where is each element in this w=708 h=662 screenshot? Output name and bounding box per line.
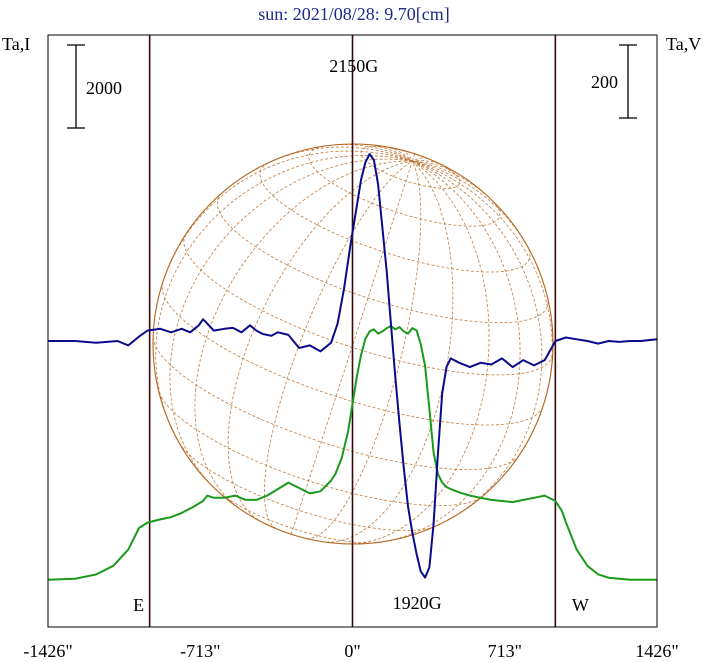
longitude-line — [412, 160, 444, 166]
longitude-line — [348, 160, 490, 545]
x-tick-labels: -1426" -713" 0" 713" 1426" — [23, 641, 678, 661]
longitude-line — [364, 144, 413, 162]
limb-label-east: E — [133, 595, 144, 615]
longitude-line — [412, 157, 428, 162]
latitude-line — [216, 192, 549, 324]
right-axis-label: Ta,V — [666, 34, 701, 54]
left-scale-value: 2000 — [86, 78, 122, 98]
longitude-line — [326, 160, 454, 543]
left-axis-label: Ta,I — [2, 34, 30, 54]
longitude-line — [162, 150, 413, 283]
latitude-line — [308, 145, 501, 227]
longitude-line — [401, 149, 413, 162]
annotation-peak-negative: 1920G — [393, 593, 442, 613]
x-tick-label: -1426" — [23, 641, 72, 661]
series-line-i — [47, 325, 657, 581]
plot-frame — [47, 34, 658, 628]
latitude-line — [183, 234, 554, 376]
longitude-line — [194, 160, 413, 509]
longitude-line — [384, 146, 413, 162]
vertical-markers — [148, 35, 557, 627]
latitude-line — [152, 337, 519, 470]
longitude-line — [155, 154, 413, 433]
chart-title: sun: 2021/08/28: 9.70[cm] — [258, 4, 450, 24]
longitude-line — [412, 153, 416, 162]
right-scale-bar: 200 — [591, 44, 637, 119]
longitude-line — [412, 160, 529, 248]
x-tick-label: 713" — [488, 641, 522, 661]
x-tick-label: 0" — [344, 641, 360, 661]
longitude-line — [412, 160, 462, 177]
right-scale-value: 200 — [591, 72, 618, 92]
x-tick-label: 1426" — [635, 641, 678, 661]
longitude-line — [169, 158, 413, 489]
data-curves — [47, 153, 658, 581]
annotation-peak-positive: 2150G — [329, 56, 378, 76]
latitude-line — [259, 162, 531, 273]
longitude-line — [412, 160, 543, 522]
limb-label-west: W — [572, 595, 589, 615]
longitude-line — [227, 160, 413, 521]
longitude-line — [290, 161, 413, 535]
longitude-line — [379, 160, 521, 543]
solar-disk-grid — [152, 143, 554, 545]
longitude-line — [334, 144, 413, 162]
latitude-line — [179, 442, 436, 531]
longitude-line — [412, 160, 553, 406]
left-scale-bar: 2000 — [67, 44, 122, 129]
longitude-line — [263, 160, 413, 529]
longitude-line — [412, 160, 485, 194]
x-tick-label: -713" — [180, 641, 220, 661]
series-line-v — [48, 153, 658, 579]
longitude-line — [268, 146, 413, 164]
